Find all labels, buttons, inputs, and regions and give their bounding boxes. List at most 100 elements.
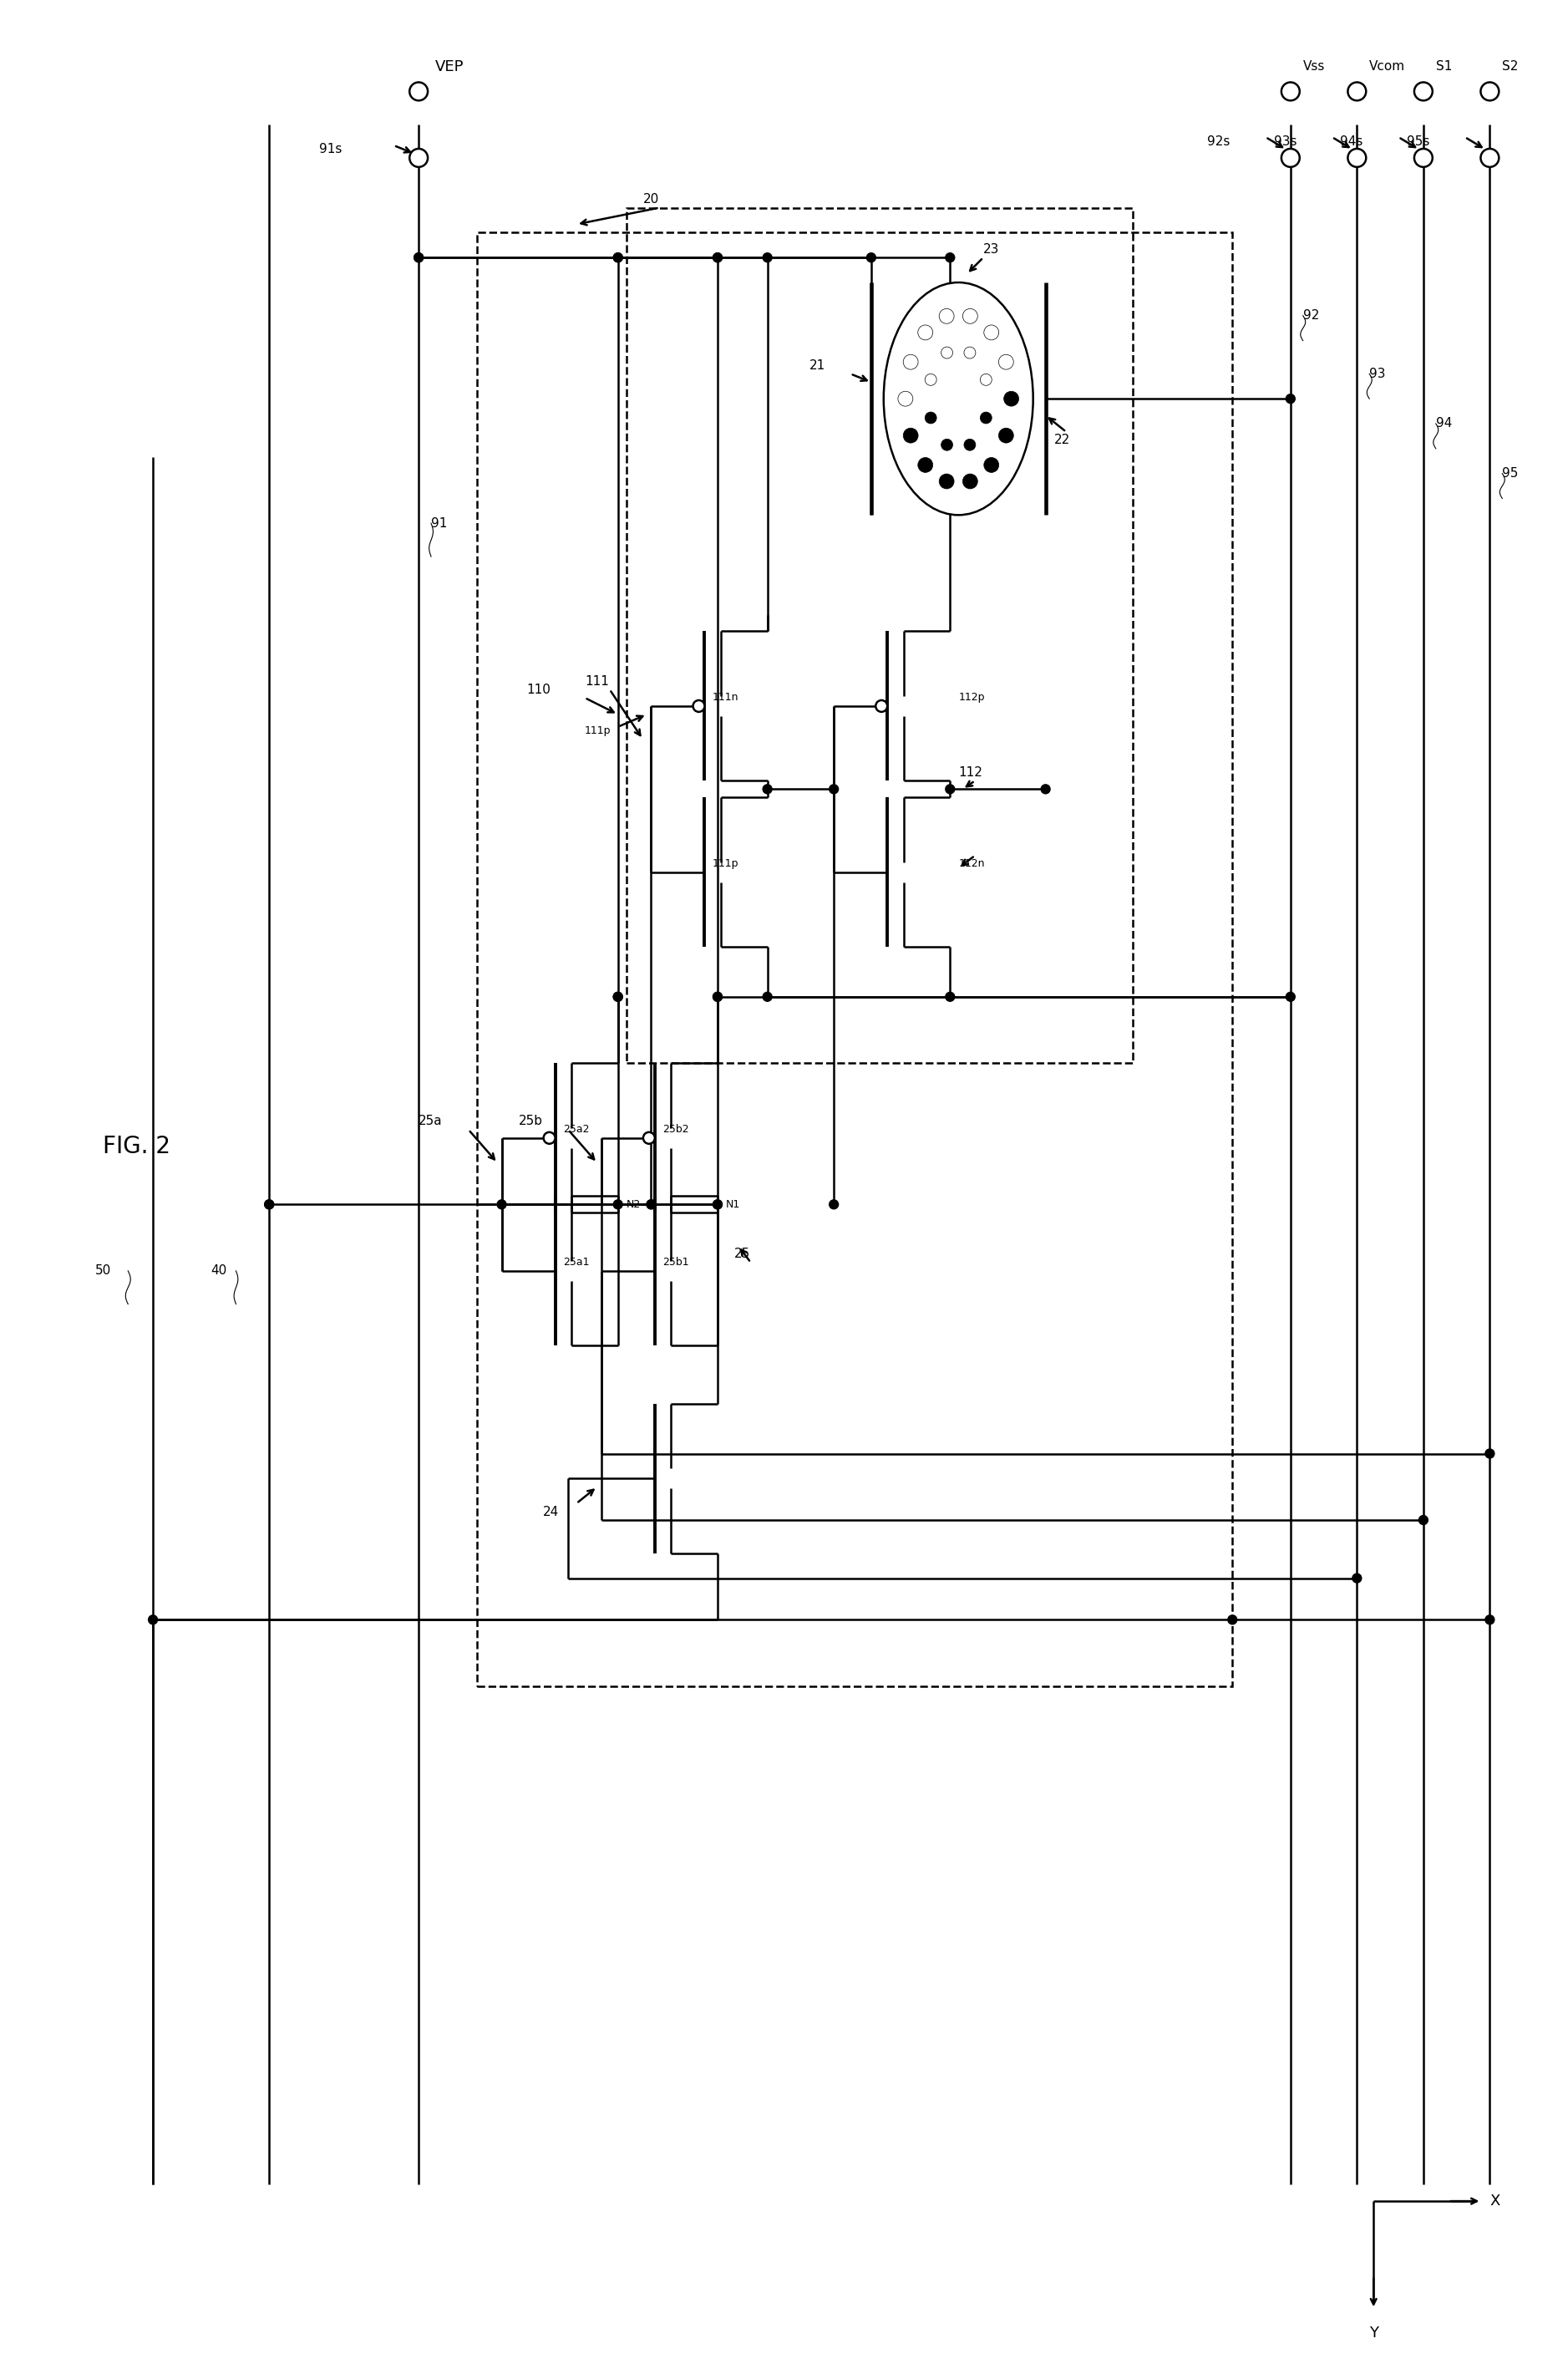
Circle shape <box>925 413 936 425</box>
Text: 111n: 111n <box>712 691 739 703</box>
Text: 112p: 112p <box>958 691 985 703</box>
Circle shape <box>693 701 704 712</box>
Circle shape <box>613 1201 622 1208</box>
Circle shape <box>963 309 977 323</box>
Circle shape <box>917 326 933 340</box>
Circle shape <box>713 1201 723 1208</box>
Text: Vss: Vss <box>1303 61 1325 73</box>
Text: X: X <box>1490 2194 1501 2208</box>
Text: 92s: 92s <box>1207 134 1231 149</box>
Circle shape <box>613 993 622 1000</box>
Circle shape <box>1286 993 1295 1000</box>
Text: 25a: 25a <box>419 1116 442 1128</box>
Circle shape <box>544 1132 555 1144</box>
Text: 95s: 95s <box>1406 134 1430 149</box>
Circle shape <box>946 993 955 1000</box>
Circle shape <box>646 1201 655 1208</box>
Circle shape <box>643 1132 655 1144</box>
Circle shape <box>265 1201 274 1208</box>
Circle shape <box>762 993 771 1000</box>
Circle shape <box>964 439 975 451</box>
Circle shape <box>613 252 622 262</box>
Text: 20: 20 <box>643 193 659 205</box>
Circle shape <box>713 993 723 1000</box>
Circle shape <box>917 458 933 472</box>
Text: 23: 23 <box>983 243 999 255</box>
Text: 25b1: 25b1 <box>663 1257 690 1269</box>
Circle shape <box>1419 1514 1428 1524</box>
Circle shape <box>414 252 423 262</box>
Text: 25a2: 25a2 <box>563 1125 590 1135</box>
Text: N1: N1 <box>726 1198 740 1210</box>
Circle shape <box>1414 149 1433 167</box>
Circle shape <box>762 786 771 793</box>
Text: 111: 111 <box>585 675 608 686</box>
Circle shape <box>999 427 1013 443</box>
Circle shape <box>1485 1448 1494 1458</box>
Ellipse shape <box>884 283 1033 514</box>
Text: N2: N2 <box>626 1198 641 1210</box>
Text: 40: 40 <box>212 1264 227 1276</box>
Circle shape <box>265 1201 274 1208</box>
Circle shape <box>1004 392 1019 406</box>
Circle shape <box>613 252 622 262</box>
Circle shape <box>925 373 936 385</box>
Text: 25b: 25b <box>519 1116 543 1128</box>
Circle shape <box>939 309 953 323</box>
Circle shape <box>946 786 955 793</box>
Bar <box>477 234 1232 1687</box>
Circle shape <box>414 252 423 262</box>
Circle shape <box>963 474 977 488</box>
Circle shape <box>1348 83 1366 101</box>
Circle shape <box>829 1201 839 1208</box>
Text: 110: 110 <box>527 684 550 696</box>
Circle shape <box>939 474 953 488</box>
Circle shape <box>1352 1573 1361 1583</box>
Text: 25b2: 25b2 <box>663 1125 690 1135</box>
Text: S1: S1 <box>1436 61 1452 73</box>
Text: 94s: 94s <box>1341 134 1363 149</box>
Circle shape <box>613 993 622 1000</box>
Text: Y: Y <box>1369 2326 1378 2340</box>
Circle shape <box>875 701 887 712</box>
Circle shape <box>983 326 999 340</box>
Text: 94: 94 <box>1436 418 1452 429</box>
Circle shape <box>1041 786 1051 793</box>
Circle shape <box>497 1201 506 1208</box>
Text: FIG. 2: FIG. 2 <box>103 1135 171 1158</box>
Circle shape <box>1228 1616 1237 1625</box>
Circle shape <box>980 413 993 425</box>
Circle shape <box>1485 1616 1494 1625</box>
Text: VEP: VEP <box>436 59 464 73</box>
Circle shape <box>903 354 919 370</box>
Text: 112n: 112n <box>958 859 985 870</box>
Circle shape <box>1281 149 1300 167</box>
Text: 91s: 91s <box>318 144 342 156</box>
Text: 91: 91 <box>431 517 447 528</box>
Text: 21: 21 <box>809 359 825 373</box>
Circle shape <box>713 993 723 1000</box>
Circle shape <box>1414 83 1433 101</box>
Text: S2: S2 <box>1502 61 1518 73</box>
Circle shape <box>149 1616 157 1625</box>
Circle shape <box>713 252 723 262</box>
Circle shape <box>829 786 839 793</box>
Circle shape <box>867 252 877 262</box>
Circle shape <box>903 427 919 443</box>
Circle shape <box>1348 149 1366 167</box>
Circle shape <box>409 83 428 101</box>
Circle shape <box>999 354 1013 370</box>
Circle shape <box>946 252 955 262</box>
Circle shape <box>646 1201 655 1208</box>
Text: Vcom: Vcom <box>1369 61 1405 73</box>
Text: 22: 22 <box>1054 434 1069 446</box>
Circle shape <box>1480 83 1499 101</box>
Text: 24: 24 <box>543 1505 560 1517</box>
Text: 92: 92 <box>1303 309 1319 321</box>
Circle shape <box>983 458 999 472</box>
Text: 93s: 93s <box>1273 134 1297 149</box>
Text: 25: 25 <box>734 1248 750 1260</box>
Circle shape <box>1480 149 1499 167</box>
Text: 111p: 111p <box>585 727 612 736</box>
Circle shape <box>941 347 953 359</box>
